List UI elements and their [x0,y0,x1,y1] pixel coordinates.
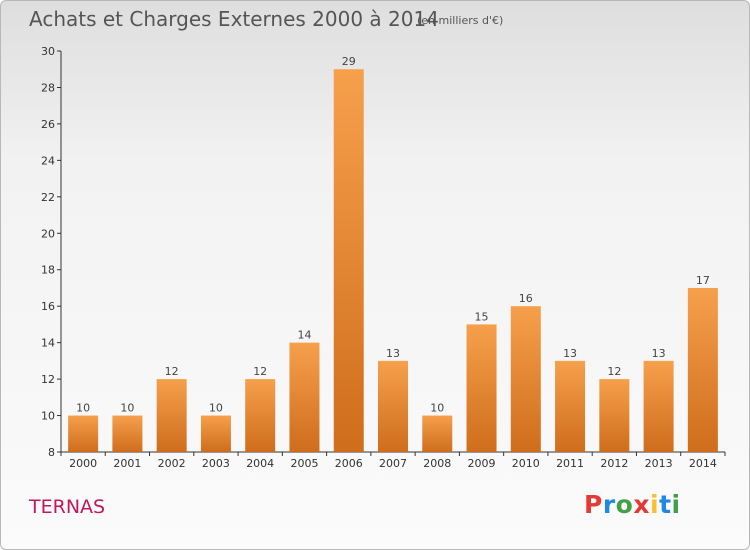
bar [510,306,541,452]
x-tick-label: 2006 [335,457,363,470]
data-label: 13 [386,347,400,360]
y-tick-label: 20 [41,227,55,240]
proxiti-logo[interactable]: Proxiti [584,490,681,519]
data-label: 16 [519,292,533,305]
data-label: 12 [165,365,179,378]
chart-labels: 10 10 12 10 12 14 29 13 10 15 16 13 12 13 17 [76,55,710,414]
bar [643,360,674,452]
y-tick-label: 10 [41,410,55,423]
x-tick-label: 2014 [689,457,717,470]
x-tick-label: 2011 [556,457,584,470]
x-tick-label: 2008 [423,457,451,470]
bar [333,69,364,453]
bar [555,360,586,452]
x-tick-label: 2003 [202,457,230,470]
data-label: 12 [253,365,267,378]
bar [156,379,187,452]
x-tick-label: 2002 [158,457,186,470]
bar [68,415,99,452]
x-tick-label: 2001 [113,457,141,470]
data-label: 10 [209,402,223,415]
data-label: 10 [120,402,134,415]
bar [245,379,276,452]
data-label: 12 [607,365,621,378]
bar [289,342,320,452]
x-tick-label: 2009 [468,457,496,470]
x-tick-label: 2012 [600,457,628,470]
y-tick-label: 12 [41,373,55,386]
x-tick-label: 2010 [512,457,540,470]
data-label: 15 [475,310,489,323]
bar [378,360,408,452]
bar [200,415,231,452]
chart-unit: (en milliers d'€) [417,14,504,27]
bar [466,324,497,452]
x-tick-label: 2000 [69,457,97,470]
data-label: 10 [430,402,444,415]
y-tick-label: 26 [41,118,55,131]
x-tick-label: 2007 [379,457,407,470]
y-tick-label: 22 [41,191,55,204]
data-label: 17 [696,274,710,287]
x-tick-label: 2013 [645,457,673,470]
y-tick-label: 14 [41,337,55,350]
y-tick-label: 28 [41,81,55,94]
bar [112,415,143,452]
y-tick-label: 18 [41,264,55,277]
x-tick-label: 2004 [246,457,274,470]
bar [687,287,718,452]
chart-title: Achats et Charges Externes 2000 à 2014 [29,7,439,31]
bar [599,379,630,452]
data-label: 13 [652,347,666,360]
data-label: 10 [76,402,90,415]
y-tick-label: 30 [41,45,55,58]
chart-axes: 8 10 12 14 16 18 20 22 24 26 28 30 2000 2001 2002 2003 2… [41,45,726,470]
x-tick-label: 2005 [290,457,318,470]
data-label: 13 [563,347,577,360]
commune-name: TERNAS [29,496,106,518]
y-tick-label: 16 [41,300,55,313]
data-label: 14 [297,329,311,342]
data-label: 29 [342,55,356,68]
y-tick-label: 24 [41,154,55,167]
chart-bars [68,69,718,453]
bar [422,415,453,452]
y-tick-label: 8 [48,446,55,459]
